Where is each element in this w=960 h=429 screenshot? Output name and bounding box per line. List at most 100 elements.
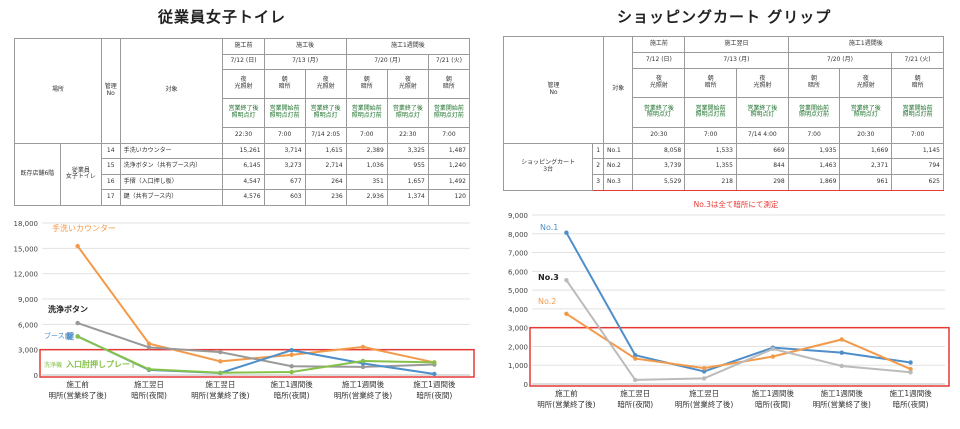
- header-row-time: 22:30 7:00 7/14 2:05 7:00 22:30 7:00: [15, 127, 471, 144]
- data-point: [633, 377, 638, 383]
- x-tick-label: 暗所(夜間): [617, 399, 653, 409]
- table-row: 3 No.3 5,529 218 298 1,869 961 625: [504, 174, 944, 191]
- row-no: 15: [100, 158, 121, 175]
- data-point: [770, 354, 776, 359]
- series-line: [565, 279, 911, 381]
- row-target: No.3: [603, 174, 634, 191]
- row-value: 1,036: [345, 158, 388, 175]
- y-tick-label: 12,000: [14, 271, 39, 279]
- timing-header: 営業終了後 照明点灯: [632, 97, 686, 128]
- row-value: 844: [735, 158, 789, 176]
- condition-header: 夜 光照射: [839, 67, 893, 99]
- table-row: 既存店舗6階 従業員 女子トイレ 14 手洗いカウンター 15,261 3,714 1,61…: [14, 142, 471, 207]
- timing-header: 営業終了後 照明点灯: [222, 98, 265, 129]
- row-value: 5,529: [632, 174, 686, 191]
- data-point: [289, 348, 294, 353]
- data-point: [360, 364, 366, 370]
- date-header: 7/13 (月): [684, 51, 789, 69]
- y-tick-label: 0: [34, 372, 38, 380]
- series-label: 手洗いカウンター: [52, 223, 116, 233]
- row-value: 603: [263, 189, 306, 206]
- row-value: 1,463: [787, 158, 841, 176]
- row-value: 677: [263, 173, 306, 191]
- row-value: 1,374: [386, 189, 429, 206]
- row-value: 1,935: [787, 142, 841, 160]
- row-value: 218: [684, 174, 737, 191]
- row-target: 鍵（共有ブース内）: [119, 189, 224, 206]
- period-header: 施工1週間後: [787, 36, 945, 53]
- y-tick-label: 9,000: [18, 296, 38, 304]
- no-header: 管理 No: [100, 38, 121, 144]
- row-value: 1,869: [787, 174, 841, 191]
- right-line-chart: 0 1,000 2,000 3,000 4,000 5,000 6,000 7,000 8,00…: [508, 199, 950, 409]
- time-header: 7:00: [263, 127, 306, 144]
- condition-header: 朝 暗所: [427, 69, 471, 100]
- row-value: 4,576: [222, 189, 265, 206]
- series-label: 洗浄ボタン: [48, 304, 88, 314]
- data-point: [432, 360, 437, 365]
- timing-header: 営業開始前 照明点灯前: [787, 97, 841, 128]
- date-header: 7/21 (火): [891, 51, 944, 69]
- y-tick-label: 3,000: [18, 347, 38, 355]
- data-point: [218, 359, 223, 364]
- series-label: 入口肘押しプレート: [65, 359, 138, 369]
- row-value: 3,325: [386, 142, 429, 160]
- data-point: [75, 334, 80, 339]
- row-value: 625: [891, 174, 944, 191]
- row-value: 2,371: [839, 158, 893, 176]
- row-target: No.2: [603, 158, 634, 176]
- left-data-table: 場所 管理 No 対象 施工前 施工後 施工1週間後 7/12 (日) 7/13 (月) 7/2…: [14, 38, 471, 207]
- x-tick-label: 明所(営業終了後): [48, 390, 106, 400]
- series-line: [565, 232, 911, 373]
- date-header: 7/13 (月): [263, 53, 347, 71]
- period-header: 施工後: [263, 38, 347, 55]
- date-header: 7/20 (月): [345, 53, 429, 71]
- data-point: [289, 364, 294, 369]
- series-line: [77, 335, 435, 374]
- row-no: 17: [100, 189, 121, 206]
- right-data-table: 管理 No 対象 施工前 施工翌日 施工1週間後 7/12 (日) 7/13 (月) 7/20…: [502, 36, 945, 192]
- y-tick-label: 6,000: [508, 268, 528, 276]
- data-point: [770, 346, 776, 352]
- threshold-band: [529, 326, 950, 387]
- data-point: [908, 360, 913, 365]
- x-tick-label: 施工翌日: [134, 379, 164, 389]
- threshold-band: [39, 348, 475, 378]
- timing-header: 営業終了後 照明点灯: [735, 97, 789, 128]
- chart-note: No.3は全て暗所にて測定: [694, 199, 779, 209]
- x-tick-label: 明所(営業終了後): [334, 390, 392, 400]
- condition-header: 夜 光照射: [735, 67, 789, 99]
- x-tick-label: 明所(営業終了後): [675, 399, 733, 409]
- y-tick-label: 7,000: [508, 250, 528, 258]
- y-tick-label: 15,000: [14, 245, 39, 253]
- x-tick-label: 明所(営業終了後): [537, 399, 595, 409]
- row-value: 1,669: [839, 142, 893, 160]
- data-point: [564, 230, 569, 235]
- header-row-date: 7/12 (日) 7/13 (月) 7/20 (月) 7/21 (火): [504, 51, 944, 69]
- row-value: 6,145: [222, 158, 265, 175]
- series-line: [76, 245, 435, 364]
- row-value: 1,487: [427, 142, 471, 160]
- x-tick-label: 暗所(夜間): [416, 390, 452, 400]
- data-point: [360, 358, 366, 364]
- x-tick-label: 施工翌日: [620, 388, 650, 398]
- data-point: [839, 363, 844, 369]
- data-point: [908, 366, 913, 372]
- series-line: [77, 322, 435, 368]
- timing-header: 営業開始前 照明点灯前: [427, 98, 471, 129]
- row-value: 264: [304, 173, 347, 191]
- time-header: 20:30: [632, 126, 686, 144]
- series-label: 鍵: [66, 331, 74, 341]
- header-row-period: 場所 管理 No 対象 施工前 施工後 施工1週間後: [14, 38, 471, 144]
- time-header: 22:30: [386, 127, 429, 144]
- x-tick-label: 施工翌日: [205, 379, 235, 389]
- period-header: 施工翌日: [684, 36, 789, 53]
- condition-header: 夜 光照射: [386, 69, 429, 100]
- x-tick-label: 施工翌日: [689, 388, 719, 398]
- time-header: 22:30: [222, 127, 265, 144]
- data-point: [839, 350, 844, 355]
- data-point: [360, 344, 366, 350]
- x-tick-label: 暗所(夜間): [131, 390, 167, 400]
- no-header: 管理 No: [502, 36, 605, 144]
- time-header: 7:00: [684, 126, 737, 144]
